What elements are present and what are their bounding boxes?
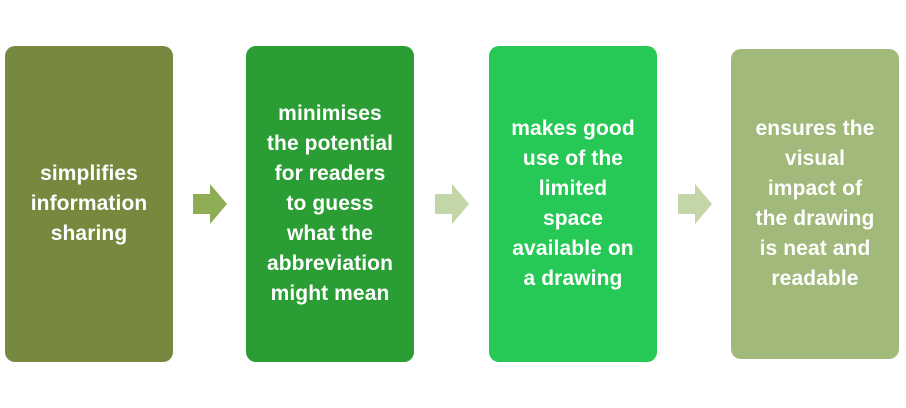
step-box-3: makes good use of the limited space avai… (489, 46, 657, 362)
right-arrow-icon (435, 184, 469, 224)
right-arrow-icon-shape (678, 184, 712, 224)
arrow-3-fill (678, 184, 712, 224)
step-box-1: simplifies information sharing (5, 46, 173, 362)
right-arrow-icon (193, 184, 227, 224)
step-2-text: minimises the potential for readers to g… (266, 102, 394, 305)
step-3-text: makes good use of the limited space avai… (511, 117, 635, 290)
right-arrow-icon (678, 184, 712, 224)
step-box-4: ensures the visual impact of the drawing… (731, 49, 899, 359)
arrow-1-fill (193, 184, 227, 224)
right-arrow-icon-shape (435, 184, 469, 224)
step-box-2: minimises the potential for readers to g… (246, 46, 414, 362)
arrow-2-fill (435, 184, 469, 224)
step-4-text: ensures the visual impact of the drawing… (755, 117, 875, 290)
right-arrow-icon-shape (193, 184, 227, 224)
step-1-text: simplifies information sharing (30, 162, 148, 245)
